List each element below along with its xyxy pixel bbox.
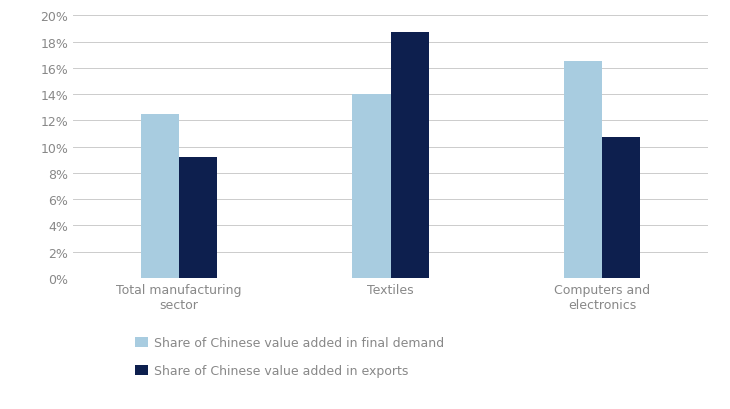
Bar [391,34,429,278]
Bar [564,62,602,278]
Bar [141,115,179,278]
Bar [179,158,217,278]
Legend: Share of Chinese value added in final demand, Share of Chinese value added in ex: Share of Chinese value added in final de… [130,331,449,382]
Bar [353,95,391,278]
Bar [602,138,640,278]
